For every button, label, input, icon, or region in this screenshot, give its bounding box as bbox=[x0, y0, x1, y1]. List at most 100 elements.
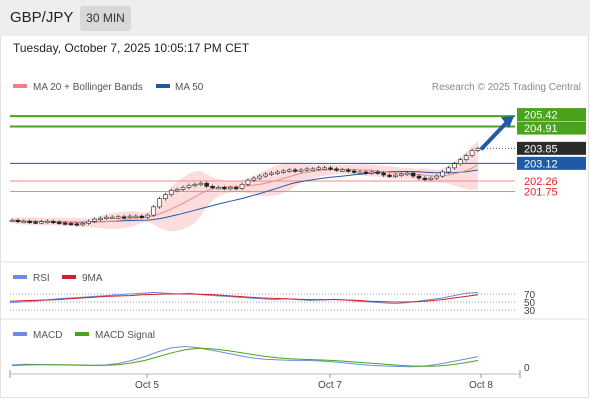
candle-body bbox=[198, 182, 204, 186]
chart-datetime: Tuesday, October 7, 2025 10:05:17 PM CET bbox=[13, 41, 250, 55]
candle-body bbox=[21, 220, 27, 224]
candle-body bbox=[381, 172, 386, 176]
credit-text: Research © 2025 Trading Central bbox=[432, 82, 581, 93]
legend-label-signal: MACD Signal bbox=[95, 330, 155, 341]
x-tick-label: Oct 8 bbox=[469, 380, 493, 391]
level-label-box bbox=[517, 108, 586, 122]
candle-body bbox=[133, 215, 139, 218]
macd-legend: MACD MACD Signal bbox=[13, 330, 155, 341]
legend-label-rsi: RSI bbox=[33, 273, 50, 284]
candle-body bbox=[369, 171, 375, 174]
candle-body bbox=[292, 169, 298, 172]
candle-body bbox=[328, 167, 333, 170]
candle-body bbox=[227, 187, 233, 190]
level-label-support: 202.26 bbox=[524, 176, 558, 188]
legend-label-ma50: MA 50 bbox=[175, 82, 204, 93]
top-bar: GBP/JPY 30 MIN bbox=[0, 0, 590, 36]
candle-body bbox=[304, 168, 310, 171]
candle-body bbox=[86, 220, 91, 224]
candle-body bbox=[469, 150, 475, 156]
level-label-last-price: 203.85 bbox=[524, 143, 558, 155]
candle-body bbox=[145, 214, 150, 218]
legend-label-9ma: 9MA bbox=[82, 273, 103, 284]
candle-body bbox=[163, 194, 168, 199]
candle-body bbox=[139, 215, 145, 218]
candle-body bbox=[45, 220, 50, 224]
candle-body bbox=[27, 220, 32, 224]
candle-body bbox=[281, 170, 286, 173]
candle-body bbox=[62, 222, 68, 225]
x-tick-label: Oct 5 bbox=[135, 380, 159, 391]
rsi-legend: RSI 9MA bbox=[13, 273, 103, 284]
target-arrow-shaft bbox=[479, 119, 510, 151]
legend-swatch-9ma bbox=[62, 275, 76, 279]
level-label-pivot: 203.12 bbox=[524, 158, 558, 170]
candle-body bbox=[351, 170, 357, 173]
candle-body bbox=[192, 184, 198, 187]
legend-swatch-signal bbox=[75, 332, 89, 336]
level-label-resistance: 204.91 bbox=[524, 123, 558, 135]
candle-body bbox=[286, 169, 292, 172]
candle-body bbox=[399, 173, 404, 176]
candle-body bbox=[458, 159, 463, 165]
candle-body bbox=[316, 167, 322, 170]
macd-tick-label: 0 bbox=[524, 363, 530, 374]
macd-line bbox=[11, 345, 479, 368]
candle-body bbox=[357, 171, 363, 174]
interval-button[interactable]: 30 MIN bbox=[80, 6, 131, 31]
x-tick-label: Oct 7 bbox=[318, 380, 342, 391]
candle-body bbox=[68, 223, 74, 226]
candle-body bbox=[210, 186, 215, 189]
level-label-box bbox=[517, 141, 586, 155]
candle-body bbox=[334, 168, 339, 171]
candle-body bbox=[257, 175, 263, 179]
candle-body bbox=[74, 223, 80, 226]
candle-body bbox=[33, 221, 38, 224]
candle-body bbox=[9, 219, 15, 223]
legend-label-macd: MACD bbox=[33, 330, 62, 341]
candle-body bbox=[39, 221, 44, 224]
chart-frame bbox=[0, 36, 589, 398]
symbol-title: GBP/JPY bbox=[10, 9, 74, 26]
candle-body bbox=[263, 173, 268, 177]
candle-body bbox=[157, 198, 162, 208]
candle-body bbox=[98, 217, 103, 221]
candle-body bbox=[440, 171, 445, 177]
legend-swatch-ma50 bbox=[156, 84, 170, 88]
macd-panel: 0 bbox=[11, 345, 530, 374]
candle-body bbox=[269, 172, 274, 175]
target-arrow-head bbox=[501, 116, 514, 129]
candle-body bbox=[245, 179, 251, 185]
candle-body bbox=[475, 148, 481, 151]
candle-body bbox=[393, 174, 398, 177]
candle-body bbox=[345, 169, 351, 172]
candle-body bbox=[375, 171, 381, 174]
level-label-box bbox=[517, 156, 586, 170]
legend-label-ma20: MA 20 + Bollinger Bands bbox=[33, 82, 143, 93]
candle-body bbox=[216, 187, 221, 190]
candle-body bbox=[428, 177, 434, 180]
rsi-tick-label: 30 bbox=[524, 306, 536, 317]
candle-body bbox=[416, 175, 422, 179]
level-label-target: 205.42 bbox=[524, 110, 558, 122]
candle-body bbox=[115, 216, 121, 219]
candle-body bbox=[410, 172, 416, 177]
rsi-line bbox=[9, 291, 479, 305]
x-axis: Oct 5 Oct 7 Oct 8 bbox=[9, 370, 521, 391]
candle-body bbox=[404, 172, 410, 175]
candle-body bbox=[174, 189, 180, 192]
macd-signal-line bbox=[11, 347, 479, 367]
candle-body bbox=[340, 169, 345, 172]
candle-body bbox=[127, 215, 133, 218]
candle-body bbox=[387, 174, 392, 177]
level-label-box bbox=[517, 121, 586, 135]
candle-body bbox=[298, 169, 304, 172]
legend-swatch-rsi bbox=[13, 275, 27, 279]
rsi-tick-label: 70 bbox=[524, 290, 536, 301]
candle-body bbox=[121, 216, 127, 219]
candle-body bbox=[80, 223, 86, 226]
candle-body bbox=[50, 220, 56, 224]
candle-body bbox=[363, 171, 369, 174]
candle-body bbox=[239, 184, 245, 189]
